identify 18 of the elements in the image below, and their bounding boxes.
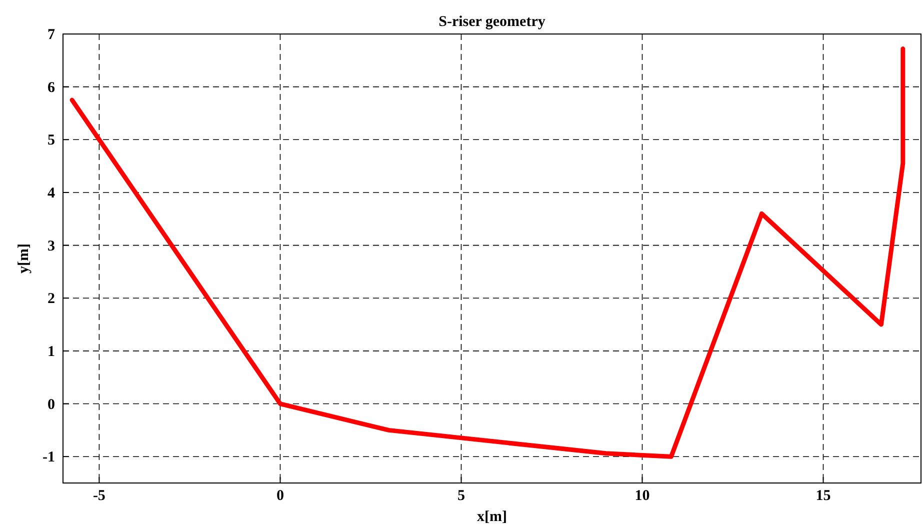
y-tick-label: 0 xyxy=(48,396,55,413)
y-tick-label: 2 xyxy=(48,291,55,308)
x-axis-title: x[m] xyxy=(477,509,507,525)
y-tick-label: 4 xyxy=(48,185,56,202)
y-axis-title: y[m] xyxy=(16,244,32,274)
y-tick-label: 7 xyxy=(48,27,56,43)
y-tick-label: 3 xyxy=(48,238,55,254)
x-tick-label: 0 xyxy=(276,488,284,504)
x-tick-label: 5 xyxy=(457,488,465,504)
x-tick-label: 15 xyxy=(816,488,831,504)
x-tick-label: -5 xyxy=(92,488,106,504)
chart-title: S-riser geometry xyxy=(438,14,546,30)
x-tick-label: 10 xyxy=(634,488,650,504)
y-tick-label: 6 xyxy=(48,80,56,96)
y-tick-label: 5 xyxy=(48,132,55,149)
y-tick-label: 1 xyxy=(48,344,55,360)
line-series xyxy=(70,46,906,459)
y-tick-label: -1 xyxy=(42,450,55,466)
